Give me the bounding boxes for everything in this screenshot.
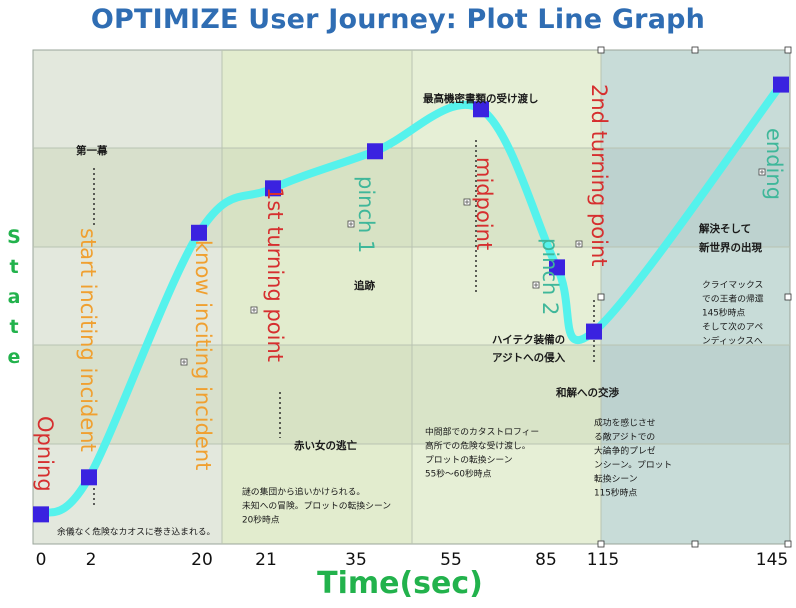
annotation-text: 転換シーン xyxy=(594,473,638,485)
annotation-text: での王者の帰還 xyxy=(702,293,764,305)
point-label: start inciting incident xyxy=(76,228,100,452)
annotation-text: プロットの転換シーン xyxy=(425,454,513,466)
x-tick-label: 0 xyxy=(36,550,47,570)
data-point-marker xyxy=(586,323,602,340)
annotation-text: 55秒〜60秒時点 xyxy=(425,468,492,480)
data-point-marker xyxy=(773,76,789,93)
plot-band xyxy=(601,345,790,444)
y-axis-label-letter: e xyxy=(7,346,21,368)
x-tick-label: 55 xyxy=(440,550,462,570)
x-tick-label: 85 xyxy=(535,550,557,570)
resize-handle[interactable] xyxy=(784,293,792,301)
resize-handle[interactable] xyxy=(597,540,605,548)
annotation-text: る敵アジトでの xyxy=(594,431,655,443)
point-label: pinch 1 xyxy=(354,176,378,253)
point-label: Opning xyxy=(33,416,57,492)
annotation-text: 高所での危険な受け渡し。 xyxy=(425,440,531,452)
data-point-marker xyxy=(473,101,489,118)
x-tick-label: 21 xyxy=(255,550,277,570)
annotation-text: 大論争的プレゼ xyxy=(594,445,656,457)
annotation-text: 第一幕 xyxy=(76,144,108,157)
resize-handle[interactable] xyxy=(597,46,605,54)
resize-handle[interactable] xyxy=(784,46,792,54)
annotation-text: 未知への冒険。プロットの転換シーン xyxy=(242,500,391,512)
plot-region-panel xyxy=(222,50,412,544)
annotation-text: 追跡 xyxy=(354,279,375,292)
plot-band xyxy=(33,148,222,247)
point-label: know inciting incident xyxy=(191,240,215,470)
y-axis-label-letter: S xyxy=(7,226,21,248)
data-point-marker xyxy=(33,506,49,523)
x-tick-label: 20 xyxy=(191,550,213,570)
x-axis-ticks: 0 2 20 21 35 55 85 115 145 xyxy=(36,550,789,570)
annotation-text: 20秒時点 xyxy=(242,514,280,526)
annotation-text: 新世界の出現 xyxy=(699,241,762,254)
annotation-text: ンシーン。プロット xyxy=(594,460,672,471)
annotation-text: ハイテク装備の xyxy=(492,333,565,346)
annotation-text: そして次のアペ xyxy=(702,321,763,333)
x-tick-label: 145 xyxy=(756,550,788,570)
annotation-text: 最高機密書類の受け渡し xyxy=(423,92,539,105)
resize-handle[interactable] xyxy=(784,540,792,548)
point-label: 2nd turning point xyxy=(587,84,611,267)
series-markers xyxy=(33,76,789,523)
annotation-text: ンディックスへ xyxy=(702,335,763,347)
data-point-marker xyxy=(549,259,565,276)
resize-handle[interactable] xyxy=(597,293,605,301)
x-tick-label: 35 xyxy=(345,550,367,570)
annotation-text: アジトへの侵入 xyxy=(492,351,566,364)
plot-band xyxy=(412,148,601,247)
x-tick-label: 115 xyxy=(587,550,619,570)
data-point-marker xyxy=(367,143,383,160)
point-label: midpoint xyxy=(472,157,496,250)
plot-region-panel xyxy=(412,50,601,544)
x-tick-label: 2 xyxy=(86,550,97,570)
x-axis-label: Time(sec) xyxy=(317,566,483,601)
annotation-text: 赤い女の逃亡 xyxy=(294,439,357,452)
annotation-text: 解決そして xyxy=(698,222,751,235)
plot-band xyxy=(412,345,601,444)
chart-title: OPTIMIZE User Journey: Plot Line Graph xyxy=(90,4,706,35)
annotation-text: 145秒時点 xyxy=(702,307,745,319)
point-label: pinch 2 xyxy=(538,238,562,315)
resize-handle[interactable] xyxy=(691,540,699,548)
point-label: 1st turning point xyxy=(263,187,287,362)
annotation-text: 成功を感じさせ xyxy=(594,417,656,429)
plot-region-panel xyxy=(33,50,222,544)
selection-handles[interactable] xyxy=(597,46,792,548)
annotation-text: クライマックス xyxy=(702,280,763,291)
resize-handle[interactable] xyxy=(691,46,699,54)
y-axis-label-letter: t xyxy=(9,316,19,338)
chart-background xyxy=(32,49,791,545)
annotation-text: 謎の集団から追いかけられる。 xyxy=(242,486,365,498)
plot-band xyxy=(222,345,412,444)
annotation-text: 中間部でのカタストロフィー xyxy=(425,426,539,438)
data-point-marker xyxy=(265,180,281,197)
data-point-marker xyxy=(81,469,97,486)
annotation-text: 115秒時点 xyxy=(594,487,637,499)
annotation-text: 和解への交渉 xyxy=(555,386,619,399)
data-point-marker xyxy=(191,224,207,241)
y-axis-label-letter: t xyxy=(9,256,19,278)
point-label: ending xyxy=(762,128,786,200)
y-axis-label-letter: a xyxy=(7,286,21,308)
point-labels: Opning start inciting incident know inciti… xyxy=(33,84,786,492)
plot-region-panel xyxy=(601,50,790,544)
annotation-text: 余儀なく危険なカオスに巻き込まれる。 xyxy=(57,526,215,538)
